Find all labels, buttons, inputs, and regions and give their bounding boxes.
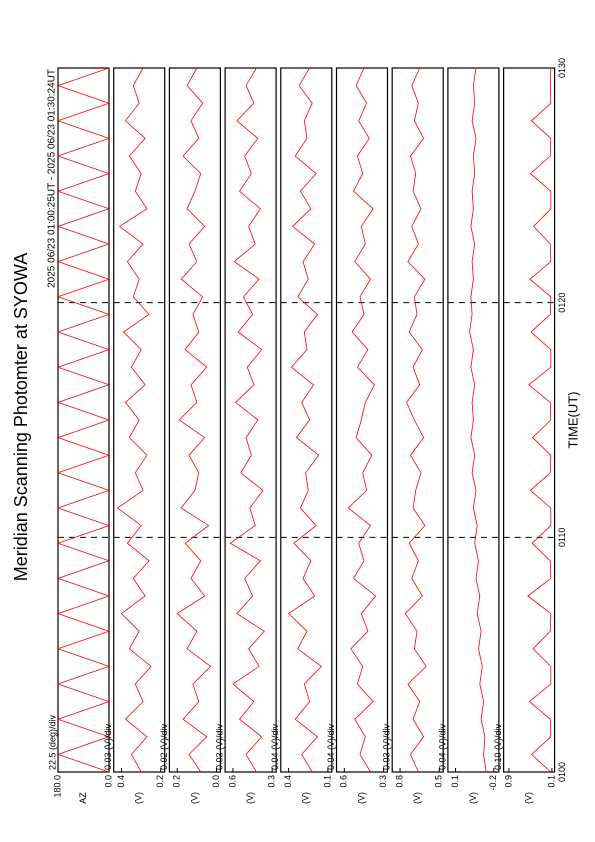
y-tick-label: 0.6 <box>227 775 237 788</box>
data-line <box>527 67 552 773</box>
panel-scale-label: 0.02 (V)/div <box>159 723 169 770</box>
panel-frame <box>168 67 221 773</box>
panel-scale-label: 0.04 (V)/div <box>326 723 336 770</box>
panel-frame <box>57 67 110 773</box>
panel-scale-label: 0.04 (V)/div <box>270 723 280 770</box>
panel-scale-label: 0.03 (V)/div <box>214 723 224 770</box>
data-line <box>287 67 322 773</box>
y-axis-label: (V) <box>523 792 533 804</box>
y-tick-label: 0.8 <box>394 775 404 788</box>
panel-scale-label: 0.03 (V)/div <box>382 723 392 770</box>
data-line <box>469 67 487 773</box>
rotated-frame: Meridian Scanning Photomter at SYOWA 202… <box>11 58 581 804</box>
data-line <box>116 67 152 773</box>
y-axis-label: (V) <box>412 792 422 804</box>
y-tick-label: 0.2 <box>155 775 165 788</box>
data-line <box>229 67 265 773</box>
y-tick-label: 0.1 <box>450 775 460 788</box>
panel-frame <box>224 67 277 773</box>
y-tick-label: 0.9 <box>503 775 513 788</box>
y-tick-label: 0.4 <box>283 775 293 788</box>
y-tick-label: 0.4 <box>116 775 126 788</box>
y-tick-label: 0.6 <box>339 775 349 788</box>
x-tick-label: 0130 <box>557 58 567 78</box>
x-axis-label: TIME(UT) <box>565 391 580 448</box>
x-tick-label: 0120 <box>557 293 567 313</box>
panel-frame <box>391 67 444 773</box>
y-tick-label: 0.0 <box>211 775 221 788</box>
y-tick-label: 0.3 <box>378 775 388 788</box>
chart-title: Meridian Scanning Photomter at SYOWA <box>11 253 31 581</box>
data-line <box>404 67 427 773</box>
y-tick-label: 0.5 <box>434 775 444 788</box>
y-tick-label: 0.2 <box>172 775 182 788</box>
y-axis-label: (V) <box>301 792 311 804</box>
panel-frame <box>335 67 389 773</box>
y-axis-label: (V) <box>134 792 144 804</box>
y-tick-label: -0.2 <box>488 775 498 791</box>
y-axis-label: (V) <box>189 792 199 804</box>
panel-scale-label: 0.10 (V)/div <box>493 723 503 770</box>
y-axis-label: (V) <box>356 792 366 804</box>
panel-scale-label: 0.03 (V)/div <box>103 723 113 770</box>
data-line <box>56 67 111 773</box>
data-line <box>176 67 212 773</box>
x-tick-label: 0110 <box>557 528 567 547</box>
y-axis-label: AZ <box>78 792 88 804</box>
data-line <box>347 67 377 773</box>
y-axis-label: (V) <box>245 792 255 804</box>
chart-subtitle: 2025 06/23 01:00:25UT - 2025 06/23 01:30… <box>47 69 58 288</box>
panel-frame <box>503 67 556 773</box>
y-tick-label: 0.1 <box>546 775 556 788</box>
y-tick-label: 0.1 <box>322 775 332 788</box>
y-tick-label: 180.0 <box>52 775 62 798</box>
panel-scale-label: 0.04 (V)/div <box>437 723 447 770</box>
y-tick-label: 0.3 <box>267 775 277 788</box>
panel-frame <box>280 67 333 773</box>
y-tick-label: 0.0 <box>103 775 113 788</box>
panel-scale-label: 22.5 (deg)/div <box>47 714 57 770</box>
y-axis-label: (V) <box>468 792 478 804</box>
x-tick-label: 0100 <box>557 762 567 782</box>
